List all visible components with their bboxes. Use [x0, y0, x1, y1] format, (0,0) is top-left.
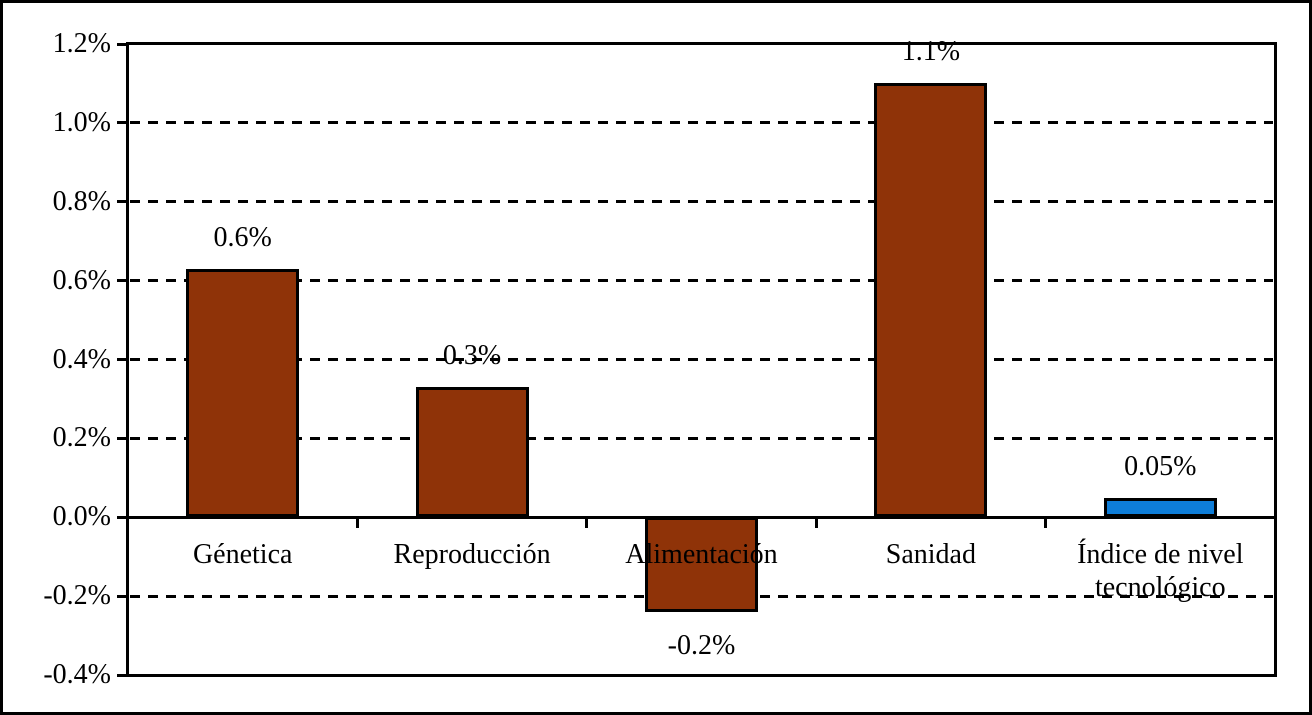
y-axis-label: 0.6%	[52, 264, 111, 296]
y-axis-label: 1.0%	[52, 106, 111, 138]
data-label: -0.2%	[667, 629, 736, 661]
bar-1	[186, 268, 300, 518]
y-axis-label: -0.2%	[43, 580, 111, 612]
data-label: 0.6%	[213, 221, 272, 253]
y-axis-tick	[117, 673, 128, 677]
gridline	[130, 436, 1273, 440]
zero-line	[128, 515, 1275, 519]
bar-5	[1103, 497, 1217, 518]
gridline	[130, 358, 1273, 361]
category-label: Sanidad	[885, 539, 976, 571]
y-axis-tick	[117, 42, 128, 46]
bar-3	[645, 517, 758, 612]
y-axis-label: -0.4%	[43, 659, 111, 690]
x-axis-tick	[1044, 517, 1048, 529]
x-axis-tick	[585, 517, 589, 529]
data-label: 0.05%	[1124, 450, 1197, 482]
y-axis-label: 0.0%	[52, 501, 111, 533]
y-axis-tick	[117, 279, 128, 283]
data-label: 0.3%	[442, 340, 502, 372]
y-axis-tick	[117, 594, 128, 598]
y-axis-label: 0.8%	[52, 185, 111, 217]
category-label: Índice de nivel tecnológico	[1077, 539, 1244, 604]
y-axis-label: 0.4%	[52, 343, 111, 375]
x-axis-tick	[814, 517, 818, 529]
gridline	[130, 121, 1273, 125]
category-label: Reproducción	[393, 539, 551, 571]
bar-4	[874, 83, 988, 518]
gridline	[130, 200, 1273, 204]
y-axis-label: 0.2%	[52, 422, 111, 454]
y-axis-tick	[117, 200, 128, 204]
gridline	[130, 279, 1273, 283]
y-axis-tick	[117, 358, 128, 361]
category-label: Alimentación	[625, 539, 778, 571]
y-axis-label: 1.2%	[52, 28, 111, 59]
bar-2	[415, 387, 529, 518]
data-label: 1.1%	[901, 36, 961, 68]
y-axis-tick	[117, 436, 128, 440]
x-axis-tick	[355, 517, 359, 529]
category-label: Génetica	[192, 539, 293, 571]
y-axis-tick	[117, 515, 128, 519]
y-axis-tick	[117, 121, 128, 125]
